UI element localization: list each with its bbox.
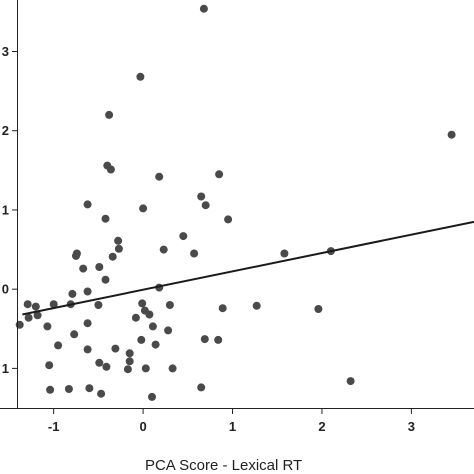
data-point bbox=[83, 345, 92, 354]
data-point bbox=[49, 300, 58, 309]
data-point bbox=[145, 310, 154, 319]
data-point bbox=[136, 72, 145, 81]
data-point bbox=[224, 215, 233, 224]
data-point bbox=[125, 357, 134, 366]
data-point bbox=[72, 251, 80, 260]
data-point bbox=[190, 249, 199, 258]
y-tick-label: 1 bbox=[2, 202, 9, 217]
data-point bbox=[179, 232, 188, 241]
y-tick-label: 1 bbox=[2, 361, 9, 376]
data-point bbox=[164, 326, 173, 335]
data-point bbox=[105, 110, 114, 119]
x-axis-label: PCA Score - Lexical RT bbox=[145, 457, 302, 474]
data-point bbox=[151, 340, 160, 349]
data-point bbox=[85, 384, 94, 393]
data-point bbox=[201, 201, 210, 210]
data-point bbox=[101, 275, 110, 284]
y-tick-label: 3 bbox=[2, 44, 9, 59]
x-tick-label: 2 bbox=[318, 419, 325, 434]
x-tick-label: 3 bbox=[408, 419, 415, 434]
data-point bbox=[148, 392, 156, 401]
trend-line bbox=[22, 220, 474, 316]
data-point bbox=[148, 322, 157, 331]
data-point bbox=[252, 301, 261, 310]
y-tick-label: 0 bbox=[2, 282, 9, 297]
data-point bbox=[45, 361, 54, 370]
data-point bbox=[23, 300, 32, 309]
data-point bbox=[83, 287, 92, 296]
data-point bbox=[102, 362, 111, 371]
data-point bbox=[197, 192, 206, 201]
data-point bbox=[97, 389, 106, 398]
data-point bbox=[46, 385, 55, 394]
data-point bbox=[197, 383, 206, 392]
data-point bbox=[314, 305, 323, 313]
data-point bbox=[131, 313, 140, 322]
data-point bbox=[70, 330, 79, 339]
data-point bbox=[141, 364, 150, 373]
data-point bbox=[137, 335, 146, 344]
data-point bbox=[68, 289, 77, 298]
data-point bbox=[199, 4, 208, 13]
data-point bbox=[95, 358, 104, 367]
data-point bbox=[125, 349, 134, 358]
data-point bbox=[114, 236, 123, 245]
data-point bbox=[24, 313, 33, 322]
data-point bbox=[346, 377, 355, 386]
x-axis-ticks: -1 0 1 2 3 bbox=[48, 408, 415, 434]
y-axis-ticks: 1 0 1 2 3 bbox=[2, 44, 17, 376]
data-point bbox=[218, 304, 227, 313]
data-point bbox=[200, 335, 209, 344]
data-point bbox=[123, 365, 132, 374]
data-point bbox=[139, 204, 148, 213]
data-point bbox=[83, 200, 92, 209]
data-point bbox=[43, 322, 52, 331]
data-point bbox=[94, 301, 103, 309]
data-point bbox=[15, 320, 24, 329]
data-point bbox=[101, 214, 110, 223]
data-point bbox=[155, 172, 164, 181]
data-point bbox=[106, 165, 115, 174]
data-point bbox=[108, 252, 117, 261]
data-point bbox=[168, 364, 177, 373]
data-point bbox=[54, 341, 63, 350]
x-tick-label: 1 bbox=[229, 419, 236, 434]
x-tick-label: 0 bbox=[139, 419, 146, 434]
data-point bbox=[214, 335, 223, 344]
points-layer bbox=[15, 4, 456, 401]
x-tick-label: -1 bbox=[48, 419, 60, 434]
data-point bbox=[114, 244, 123, 253]
data-point bbox=[447, 130, 456, 139]
data-point bbox=[138, 299, 147, 308]
data-point bbox=[111, 344, 120, 353]
data-point bbox=[64, 385, 73, 393]
data-point bbox=[280, 249, 289, 258]
data-point bbox=[79, 264, 88, 273]
data-point bbox=[165, 301, 174, 309]
data-point bbox=[215, 170, 224, 179]
y-tick-label: 2 bbox=[2, 123, 9, 138]
data-point bbox=[33, 311, 42, 320]
data-point bbox=[83, 319, 92, 328]
data-point bbox=[95, 263, 104, 271]
data-point bbox=[31, 302, 40, 311]
data-point bbox=[159, 245, 168, 254]
